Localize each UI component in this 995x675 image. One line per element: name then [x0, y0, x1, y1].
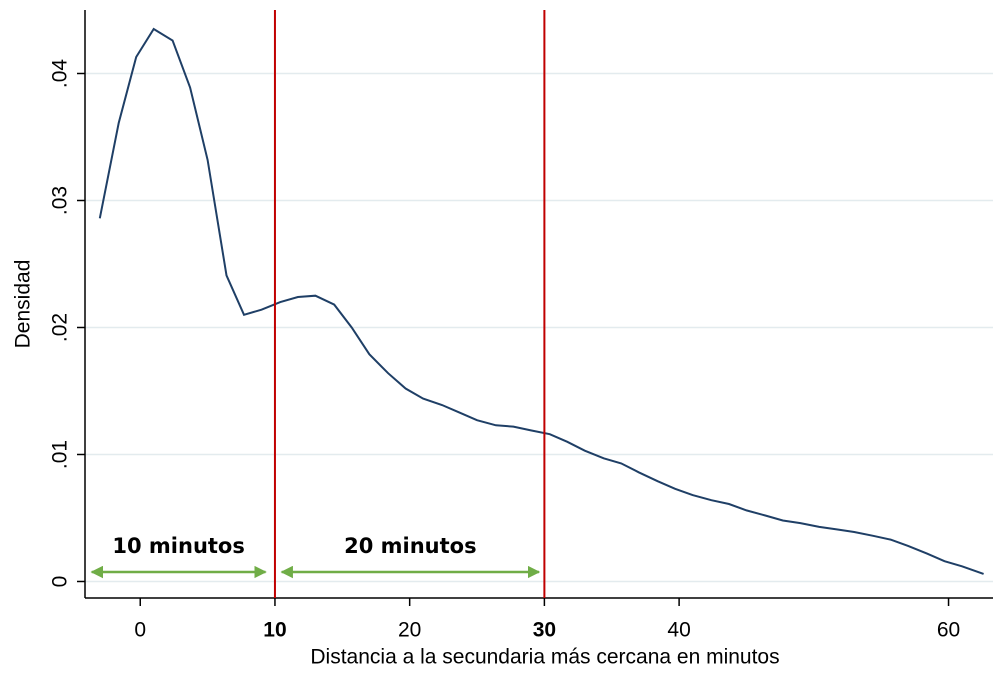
x-tick-label: 10 [263, 619, 286, 642]
annotation-text: 20 minutos [344, 534, 476, 558]
y-tick-label: .01 [49, 440, 72, 469]
y-tick-label: 0 [49, 576, 72, 588]
y-tick-label: .03 [49, 186, 72, 215]
x-tick-label: 30 [533, 619, 556, 642]
y-axis-label: Densidad [12, 260, 35, 349]
x-tick-label: 60 [937, 619, 960, 642]
x-tick-label: 40 [667, 619, 690, 642]
x-tick-label: 0 [134, 619, 146, 642]
density-line [98, 27, 984, 575]
x-axis-label: Distancia a la secundaria más cercana en… [310, 646, 779, 669]
x-tick-label: 20 [398, 619, 421, 642]
y-tick-label: .04 [49, 59, 72, 89]
annotation-text: 10 minutos [112, 534, 244, 558]
y-tick-label: .02 [49, 313, 72, 342]
